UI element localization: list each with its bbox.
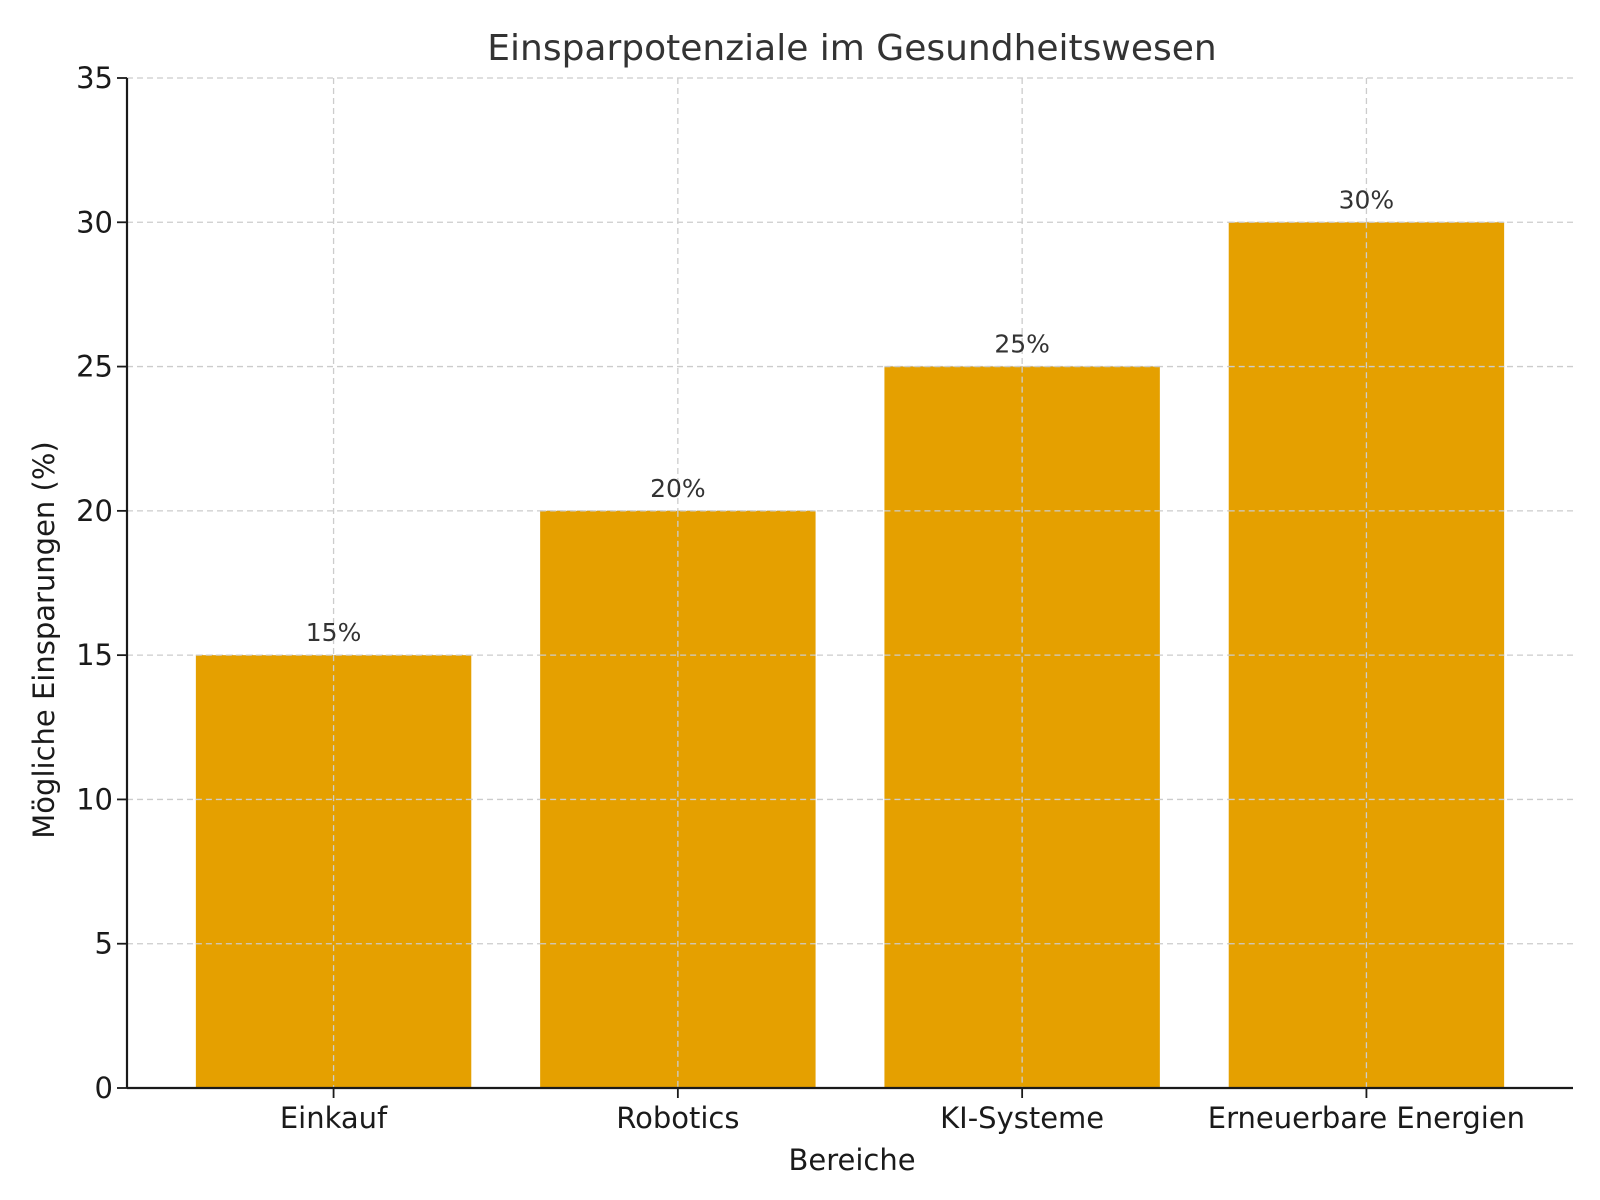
bar-value-label: 25% xyxy=(994,330,1050,359)
y-tick-label: 20 xyxy=(76,494,113,528)
y-tick-label: 15 xyxy=(76,638,113,672)
y-tick-label: 30 xyxy=(76,205,113,239)
y-tick-label: 0 xyxy=(95,1071,113,1105)
bars xyxy=(195,221,1505,1089)
x-axis-ticks: Einkauf Robotics KI-Systeme Erneuerbare Ene… xyxy=(280,1088,1525,1135)
x-tick-label: KI-Systeme xyxy=(940,1101,1104,1135)
x-tick-label: Erneuerbare Energien xyxy=(1208,1101,1525,1135)
y-tick-label: 25 xyxy=(76,350,113,384)
y-tick-label: 5 xyxy=(95,927,113,961)
x-axis-label: Bereiche xyxy=(788,1143,915,1177)
x-tick-label: Robotics xyxy=(616,1101,739,1135)
bar-value-label: 30% xyxy=(1339,185,1395,214)
y-axis-label: Mögliche Einsparungen (%) xyxy=(27,441,61,838)
chart-title: Einsparpotenziale im Gesundheitswesen xyxy=(487,28,1217,69)
bar-value-label: 20% xyxy=(650,474,706,503)
y-tick-label: 10 xyxy=(76,782,113,816)
data-labels: 15% 20% 25% 30% xyxy=(306,185,1394,647)
y-axis-ticks: 0 5 10 15 20 25 30 35 xyxy=(76,61,127,1105)
y-tick-label: 35 xyxy=(76,61,113,95)
x-tick-label: Einkauf xyxy=(280,1101,388,1135)
bar-value-label: 15% xyxy=(306,618,362,647)
